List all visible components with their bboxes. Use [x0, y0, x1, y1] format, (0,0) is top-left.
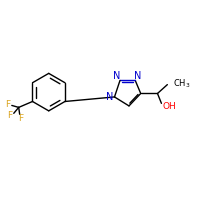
Text: F: F	[7, 111, 12, 120]
Text: N: N	[113, 71, 121, 81]
Text: F: F	[18, 114, 23, 123]
Text: N: N	[106, 92, 114, 102]
Text: N: N	[134, 71, 142, 81]
Text: CH$_3$: CH$_3$	[173, 77, 191, 90]
Text: OH: OH	[162, 102, 176, 111]
Text: F: F	[5, 100, 10, 109]
